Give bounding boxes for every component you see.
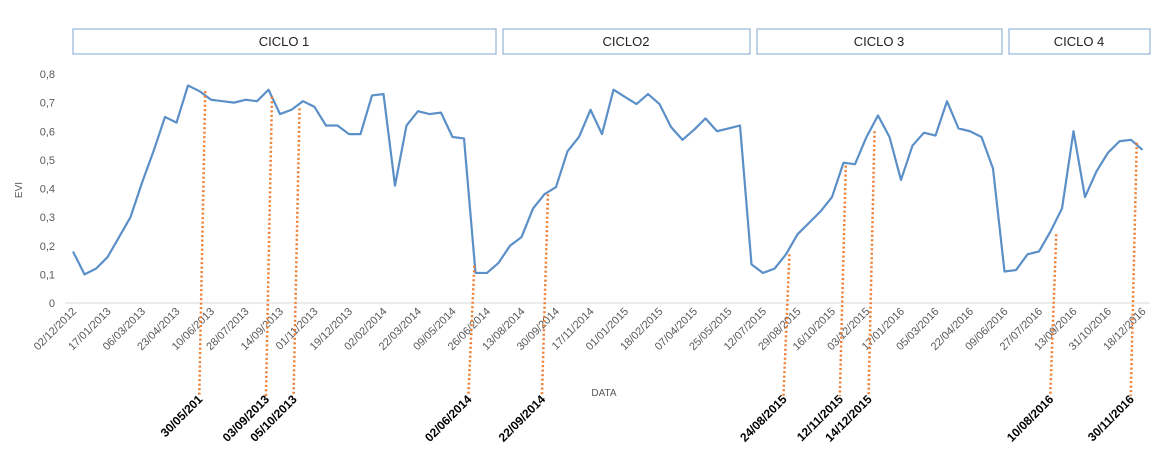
cycle-label: CICLO2	[603, 34, 650, 49]
annotation-line	[1049, 234, 1058, 397]
annotation-line	[198, 91, 207, 397]
y-tick-label: 0	[49, 298, 55, 310]
annotation-label: 30/05/201	[158, 392, 206, 440]
annotation-label: 10/08/2016	[1004, 392, 1057, 445]
annotation-line	[1129, 142, 1138, 397]
y-tick-label: 0,7	[40, 98, 55, 110]
x-axis-label: DATA	[591, 388, 617, 399]
y-axis-label: EVI	[14, 182, 25, 198]
y-tick-label: 0,4	[40, 184, 55, 196]
annotation-line	[292, 108, 301, 397]
annotation-label: 30/11/2016	[1085, 392, 1137, 444]
y-tick-label: 0,2	[40, 241, 55, 253]
y-tick-label: 0,5	[40, 155, 55, 167]
cycle-box	[756, 28, 1003, 55]
y-tick-label: 0,1	[40, 269, 55, 281]
y-tick-label: 0,8	[40, 69, 55, 81]
y-tick-label: 0,3	[40, 212, 55, 224]
annotation-line	[264, 96, 274, 397]
y-tick-label: 0,6	[40, 126, 55, 138]
annotation-line	[867, 131, 876, 397]
annotation-line	[467, 265, 476, 397]
annotation-label: 02/06/2014	[422, 392, 475, 445]
cycle-boxes: CICLO 1 CICLO2 CICLO 3 CICLO 4	[72, 28, 1151, 55]
cycle-label: CICLO 4	[1054, 34, 1105, 49]
annotation-line	[540, 194, 550, 397]
cycle-label: CICLO 1	[259, 34, 310, 49]
cycle-box	[72, 28, 497, 55]
cycle-box	[1008, 28, 1151, 55]
cycle-label: CICLO 3	[854, 34, 905, 49]
annotation-line	[838, 165, 848, 397]
data-line	[72, 84, 1144, 276]
cycle-box	[502, 28, 751, 55]
annotation-label: 24/08/2015	[737, 392, 790, 445]
annotation-label: 22/09/2014	[496, 392, 549, 445]
annotation-line	[782, 254, 791, 397]
